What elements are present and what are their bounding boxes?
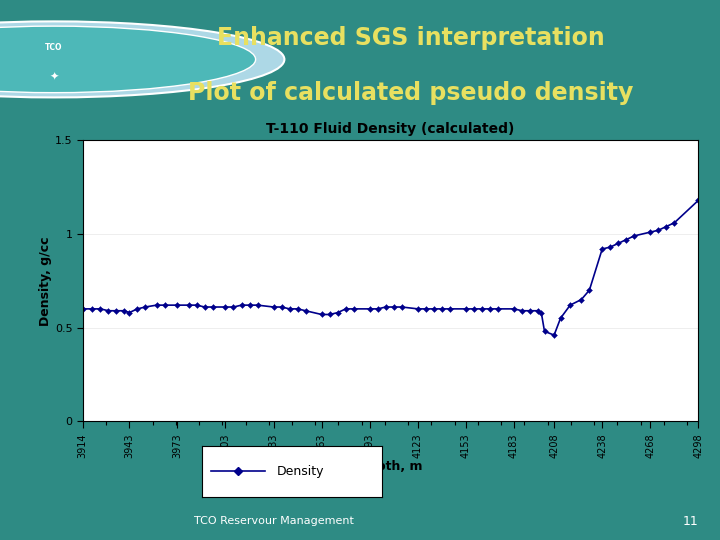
- Circle shape: [0, 22, 284, 97]
- Circle shape: [0, 26, 256, 93]
- Text: TCO Reservour Management: TCO Reservour Management: [194, 516, 354, 526]
- Text: Enhanced SGS interpretation: Enhanced SGS interpretation: [217, 26, 604, 50]
- Text: TCO: TCO: [45, 43, 63, 52]
- Y-axis label: Density, g/cc: Density, g/cc: [39, 236, 52, 326]
- Text: Density: Density: [277, 464, 325, 478]
- Text: Plot of calculated pseudo density: Plot of calculated pseudo density: [188, 80, 633, 105]
- Text: ✦: ✦: [49, 72, 59, 82]
- Text: 11: 11: [683, 515, 698, 528]
- X-axis label: Depth, m: Depth, m: [359, 461, 423, 474]
- Title: T-110 Fluid Density (calculated): T-110 Fluid Density (calculated): [266, 123, 515, 137]
